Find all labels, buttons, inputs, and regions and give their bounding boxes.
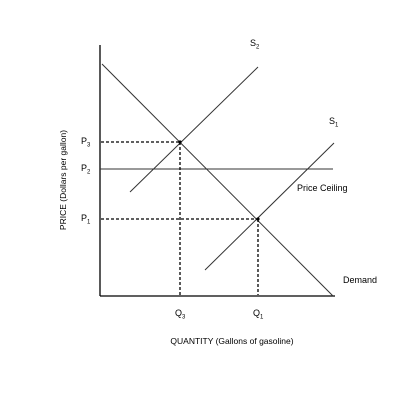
q1-label: Q1: [253, 308, 264, 321]
supply-curve-s2: [129, 66, 259, 193]
equilibrium-point-s2: [178, 140, 182, 144]
q3-label: Q3: [175, 308, 186, 321]
x-axis-title: QUANTITY (Gallons of gasoline): [170, 336, 293, 346]
demand-label: Demand: [343, 275, 377, 285]
s1-label: S1: [329, 116, 339, 129]
p3-label: P3: [81, 136, 91, 149]
p2-label: P2: [81, 163, 91, 176]
equilibrium-point-s1: [256, 217, 260, 221]
y-axis-title: PRICE (Dollars per gallon): [58, 130, 68, 230]
s2-label: S2: [250, 38, 260, 51]
p1-label: P1: [81, 213, 91, 226]
price-ceiling-label: Price Ceiling: [297, 183, 348, 193]
demand-curve: [101, 63, 334, 297]
supply-curve-s1: [204, 142, 335, 271]
